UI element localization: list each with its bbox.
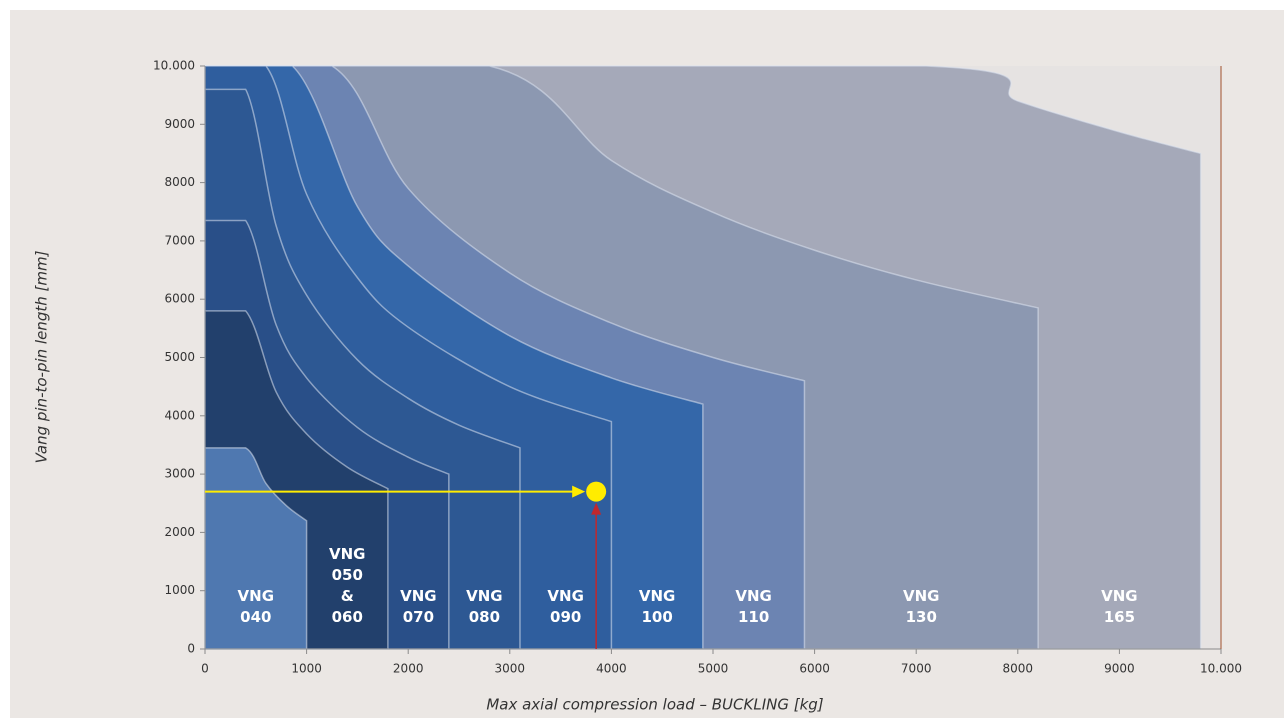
x-tick-label: 4000 [596,662,627,676]
y-tick-label: 9000 [164,117,195,131]
annotations [205,481,607,649]
y-axis-title: Vang pin-to-pin length [mm] [33,250,51,463]
y-arrow-head [572,485,586,498]
x-tick-label: 3000 [495,662,526,676]
area-region [204,447,308,650]
x-tick-label: 2000 [393,662,424,676]
y-tick-label: 0 [187,642,195,656]
x-tick-label: 0 [201,662,209,676]
x-tick-label: 10.000 [1200,662,1242,676]
region-label: VNG 165 [1101,587,1138,626]
region-label: VNG 050 & 060 [328,545,366,626]
regions [204,65,1202,650]
y-tick-label: 3000 [164,467,195,481]
y-tick-label: 7000 [164,233,195,247]
region-label: VNG 040 [237,587,275,626]
y-tick-label: 4000 [164,408,195,422]
y-tick-label: 6000 [164,292,195,306]
x-tick-label: 7000 [901,662,932,676]
y-tick-label: 2000 [164,525,195,539]
region-label: VNG 100 [638,587,676,626]
x-arrow-head [591,502,602,515]
x-tick-label: 8000 [1003,662,1034,676]
x-tick-label: 5000 [698,662,729,676]
region-label: VNG 090 [547,587,584,626]
marker-point [586,481,607,502]
y-tick-label: 5000 [164,350,195,364]
x-axis-title: Max axial compression load – BUCKLING [k… [486,696,823,714]
region-label: VNG 130 [903,587,940,626]
region-label: VNG 080 [466,587,503,626]
axes: 0 1000 2000 3000 4000 5000 6000 7000 8000 9000 10.… [153,59,1242,676]
region-label: VNG 110 [735,587,772,626]
x-tick-label: 6000 [799,662,830,676]
x-tick-label: 9000 [1104,662,1135,676]
region-label: VNG 070 [400,587,437,626]
y-tick-label: 10.000 [153,59,195,73]
x-tick-label: 1000 [291,662,322,676]
y-tick-label: 8000 [164,175,195,189]
y-tick-label: 1000 [164,583,195,597]
